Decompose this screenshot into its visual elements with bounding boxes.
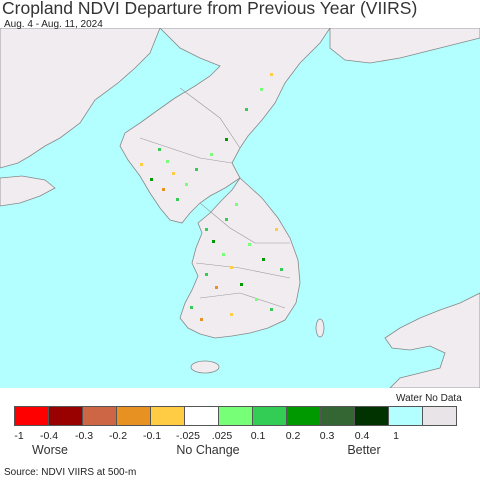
tick-label: 0.3 [319,430,335,442]
japan-land [384,292,480,388]
tick-label: .025 [211,430,233,442]
ndvi-pixels [140,73,283,321]
tick-label: -0.2 [108,430,128,442]
tick-label: 1 [393,430,399,442]
legend-swatch [320,406,355,426]
tick-label: -0.1 [142,430,162,442]
legend-swatch [150,406,185,426]
tick-label: 0.1 [250,430,266,442]
legend-swatch [82,406,117,426]
province-borders [139,87,291,309]
china-land [0,28,161,169]
category-worse: Worse [32,443,68,457]
legend-swatch [388,406,423,426]
water-no-data-label: Water No Data [396,393,462,404]
legend-swatch [252,406,287,426]
legend-swatch [14,406,49,426]
south-korea-land [179,177,301,339]
tick-label: -.025 [176,430,200,442]
source-note: Source: NDVI VIIRS at 500-m [4,467,137,478]
tick-label: 0.4 [354,430,370,442]
category-better: Better [347,443,381,457]
legend-swatch [184,406,219,426]
tick-label: -0.3 [74,430,94,442]
date-range: Aug. 4 - Aug. 11, 2024 [4,19,103,30]
russia-land [329,28,480,64]
category-no-change: No Change [176,443,240,457]
legend-swatch [218,406,253,426]
jeju-island [190,360,220,374]
map-title: Cropland NDVI Departure from Previous Ye… [2,0,418,18]
legend-swatch [286,406,321,426]
tsushima-island [315,318,325,338]
legend-swatch [48,406,83,426]
tick-label: -0.4 [39,430,59,442]
ndvi-map[interactable] [0,28,480,388]
legend-swatch [116,406,151,426]
legend-swatch [422,406,457,426]
legend-swatch [354,406,389,426]
tick-label: 0.2 [285,430,301,442]
tick-label: -1 [14,430,24,442]
legend: Water No Data -1 -0.4 -0.3 -0.2 -0.1 -.0… [0,388,480,463]
legend-swatches [14,406,457,426]
shandong-land [0,175,56,207]
